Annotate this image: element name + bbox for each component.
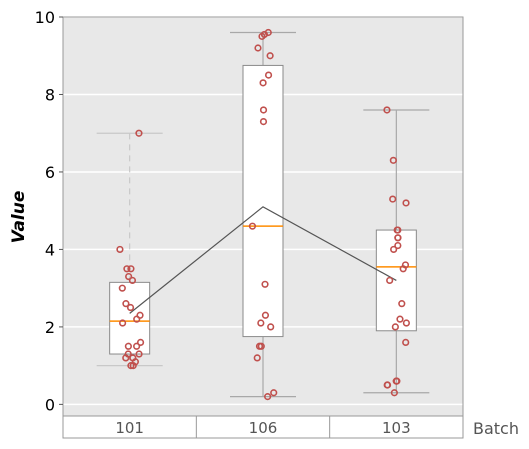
data-point [383, 381, 391, 389]
data-point [396, 315, 404, 323]
x-axis-title: Batch [473, 419, 519, 438]
data-point [399, 265, 407, 273]
data-point [124, 342, 132, 350]
y-tick-label: 2 [45, 318, 55, 337]
y-tick-label: 10 [35, 8, 55, 27]
data-point [390, 389, 398, 397]
data-point [119, 319, 127, 327]
data-points [116, 28, 410, 401]
y-tick-label: 4 [45, 240, 55, 259]
y-axis: 0 2 4 6 8 10 [35, 8, 63, 414]
data-point [267, 323, 275, 331]
x-tick-label: 106 [249, 419, 278, 437]
data-point [259, 79, 267, 87]
data-point [257, 319, 265, 327]
y-tick-label: 0 [45, 395, 55, 414]
data-point [266, 52, 274, 60]
data-point [261, 280, 269, 288]
data-point [127, 362, 135, 370]
y-tick-label: 6 [45, 163, 55, 182]
data-point [259, 106, 268, 114]
data-point [127, 265, 135, 273]
box-101 [96, 132, 163, 367]
x-axis: 101 106 103 [62, 415, 464, 439]
data-point [259, 117, 268, 126]
data-point [383, 106, 391, 114]
data-point [389, 195, 397, 203]
y-tick-label: 8 [45, 85, 55, 104]
data-point [129, 362, 137, 370]
data-point [136, 338, 145, 346]
data-point [261, 311, 270, 319]
data-point [402, 319, 410, 327]
data-point [135, 129, 143, 137]
x-tick-label: 103 [382, 419, 411, 437]
box-series [96, 31, 430, 398]
data-point [398, 300, 406, 308]
data-point [257, 342, 265, 350]
mean-polyline [129, 206, 397, 314]
data-point [402, 199, 410, 207]
box-iqr [242, 64, 284, 338]
data-point [135, 350, 143, 358]
data-point [254, 44, 262, 52]
data-point [402, 338, 410, 346]
data-point [116, 245, 124, 254]
category-table [62, 415, 464, 439]
data-point [122, 300, 130, 308]
data-point [270, 389, 278, 397]
data-point [248, 222, 257, 230]
data-point [394, 241, 402, 250]
data-point [390, 245, 398, 254]
data-point [122, 354, 130, 362]
data-point [394, 234, 402, 242]
data-point [126, 303, 135, 312]
data-point [123, 265, 131, 273]
y-axis-title: Value [9, 191, 29, 244]
mean-line [129, 206, 397, 314]
data-point [133, 315, 141, 323]
data-point [264, 71, 273, 79]
data-point [253, 354, 261, 362]
box-106 [230, 31, 296, 398]
data-point [118, 284, 126, 292]
x-tick-label: 101 [115, 419, 144, 437]
data-point [386, 276, 394, 285]
data-point [258, 32, 266, 40]
data-point [128, 276, 137, 285]
data-point [394, 226, 402, 234]
data-point [125, 272, 133, 281]
data-point [392, 377, 400, 385]
data-point [133, 342, 141, 350]
data-point [264, 393, 272, 401]
data-point [389, 156, 397, 164]
data-point [391, 323, 399, 331]
